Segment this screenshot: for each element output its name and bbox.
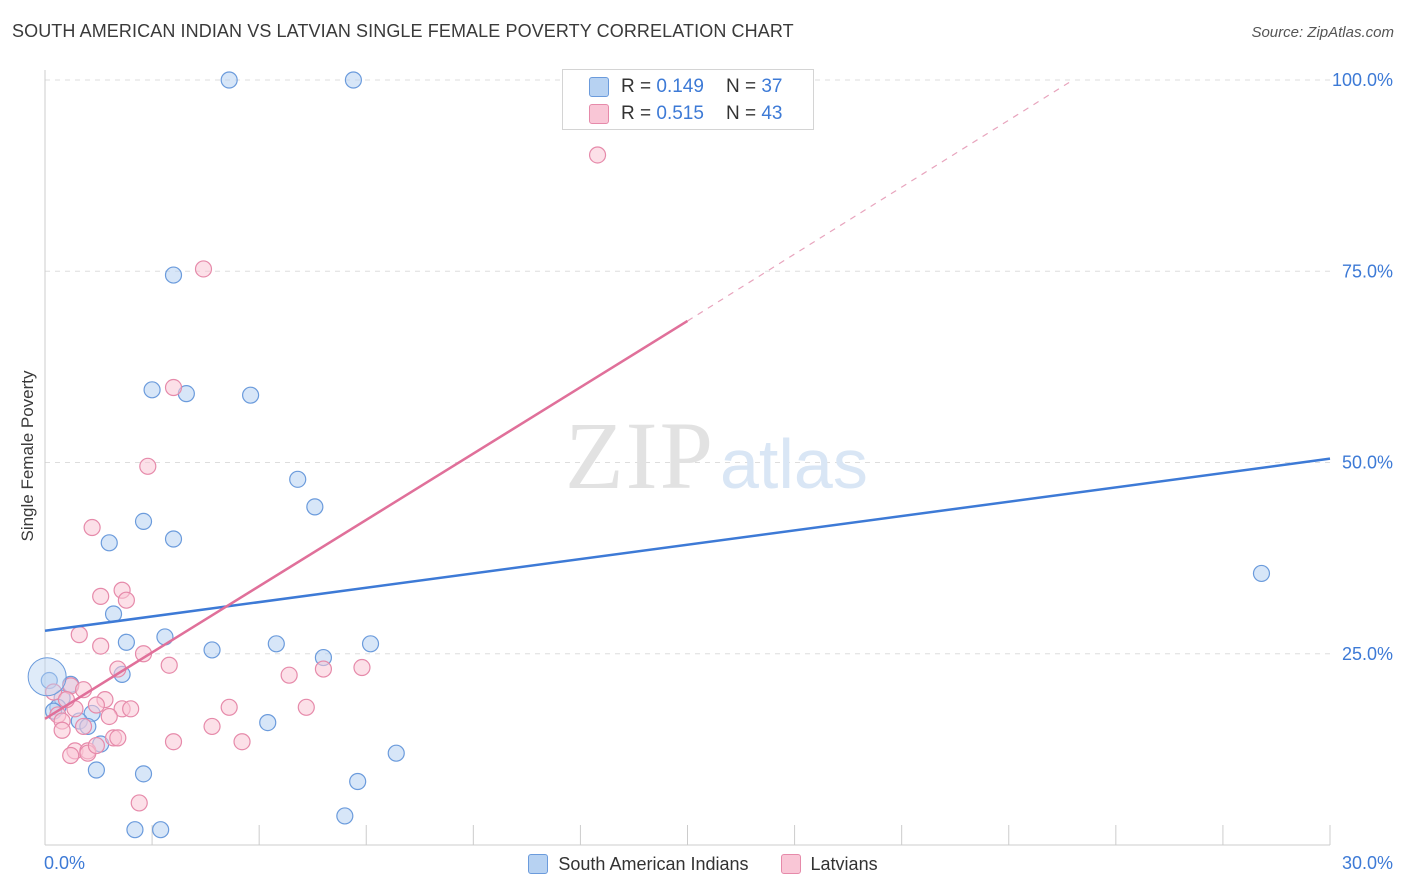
latvian-point xyxy=(297,698,315,716)
latvian-point xyxy=(233,733,251,751)
n-value: 37 xyxy=(761,76,783,97)
south-american-indian-point xyxy=(134,765,153,783)
series-legend: South American Indians Latvians xyxy=(0,851,1406,877)
latvian-point xyxy=(164,733,183,751)
south-american-indian-point xyxy=(344,71,362,89)
latvian-point xyxy=(160,656,178,674)
n-value: 43 xyxy=(761,103,783,124)
latvian-point xyxy=(92,587,110,605)
chart-title: SOUTH AMERICAN INDIAN VS LATVIAN SINGLE … xyxy=(12,21,794,41)
south-american-indian-point xyxy=(100,534,118,552)
south-american-indian-point xyxy=(134,512,153,531)
latvian-point xyxy=(109,729,127,747)
latvian-point xyxy=(62,746,80,765)
legend-label: South American Indians xyxy=(558,853,749,874)
pink-swatch xyxy=(589,104,609,124)
latvian-point xyxy=(117,591,135,609)
latvian-point xyxy=(164,378,183,397)
latvian-point xyxy=(139,457,157,475)
r-value: 0.149 xyxy=(656,76,704,97)
y-tick-label: 75.0% xyxy=(1342,261,1393,281)
south-american-indian-cluster-point xyxy=(27,657,67,697)
y-tick-label: 25.0% xyxy=(1342,644,1393,664)
stats-legend: R = 0.149 N = 37 R = 0.515 N = 43 xyxy=(562,69,814,130)
south-american-indian-point xyxy=(306,498,324,516)
latvian-point xyxy=(87,736,106,755)
south-american-indian-trendline xyxy=(44,457,1331,633)
points-layer xyxy=(27,71,1271,839)
x-tick-label: 30.0% xyxy=(1342,853,1393,873)
south-american-indian-point xyxy=(152,821,170,839)
blue-swatch xyxy=(528,854,549,874)
south-american-indian-point xyxy=(349,772,367,791)
y-tick-label: 100.0% xyxy=(1332,70,1393,90)
south-american-indian-point xyxy=(87,761,106,779)
r-label: R = xyxy=(621,103,652,124)
source-label: Source: ZipAtlas.com xyxy=(1251,24,1394,41)
south-american-indian-point xyxy=(267,635,285,653)
south-american-indian-point xyxy=(289,470,307,488)
watermark-atlas: atlas xyxy=(720,425,868,503)
n-label: N = xyxy=(725,103,757,124)
south-american-indian-point xyxy=(336,807,354,825)
latvian-point xyxy=(92,637,110,655)
latvian-trendline-extension xyxy=(687,79,1074,322)
legend-item-latvians[interactable]: Latvians xyxy=(780,853,878,875)
latvian-point xyxy=(353,658,371,677)
r-label: R = xyxy=(621,76,652,97)
watermark-zip: ZIP xyxy=(565,402,715,509)
south-american-indian-point xyxy=(164,530,183,548)
grid-layer xyxy=(45,79,1330,655)
latvian-point xyxy=(130,794,148,812)
south-american-indian-point xyxy=(117,633,135,651)
y-axis-label: Single Female Poverty xyxy=(18,370,37,542)
south-american-indian-point xyxy=(203,641,221,659)
stats-legend-row-south-american: R = 0.149 N = 37 xyxy=(589,75,782,99)
south-american-indian-point xyxy=(387,744,405,762)
tick-labels: 25.0% 50.0% 75.0% 100.0% 0.0% 30.0% xyxy=(44,70,1393,873)
n-label: N = xyxy=(725,76,757,97)
pink-swatch xyxy=(780,854,801,874)
latvian-point xyxy=(53,721,71,739)
latvian-point xyxy=(194,260,213,278)
south-american-indian-point xyxy=(259,713,277,732)
legend-item-south-american-indians[interactable]: South American Indians xyxy=(528,853,749,875)
latvian-point xyxy=(70,626,88,644)
latvian-point xyxy=(203,717,221,736)
latvian-point xyxy=(280,666,298,684)
south-american-indian-point xyxy=(1252,564,1271,583)
south-american-indian-point xyxy=(143,381,161,399)
stats-legend-row-latvian: R = 0.515 N = 43 xyxy=(589,102,782,126)
legend-label: Latvians xyxy=(810,853,878,874)
latvian-point xyxy=(87,696,106,714)
south-american-indian-point xyxy=(220,71,238,89)
latvian-point xyxy=(74,717,93,736)
axes-layer xyxy=(44,70,1331,846)
blue-swatch xyxy=(589,77,609,97)
latvian-point xyxy=(122,700,140,718)
latvian-trendline xyxy=(44,319,689,720)
latvian-point xyxy=(314,660,333,678)
south-american-indian-point xyxy=(164,266,183,284)
south-american-indian-point xyxy=(242,386,260,404)
south-american-indian-point xyxy=(361,635,380,653)
r-value: 0.515 xyxy=(656,103,704,124)
latvian-point xyxy=(83,518,101,537)
watermark: ZIP atlas xyxy=(565,402,868,509)
latvian-point xyxy=(588,146,607,164)
y-tick-label: 50.0% xyxy=(1342,453,1393,473)
latvian-point xyxy=(220,698,238,716)
south-american-indian-point xyxy=(104,605,123,623)
x-tick-label: 0.0% xyxy=(44,853,85,873)
south-american-indian-point xyxy=(126,821,144,839)
latvian-point xyxy=(100,707,118,726)
trend-layer xyxy=(44,79,1331,720)
